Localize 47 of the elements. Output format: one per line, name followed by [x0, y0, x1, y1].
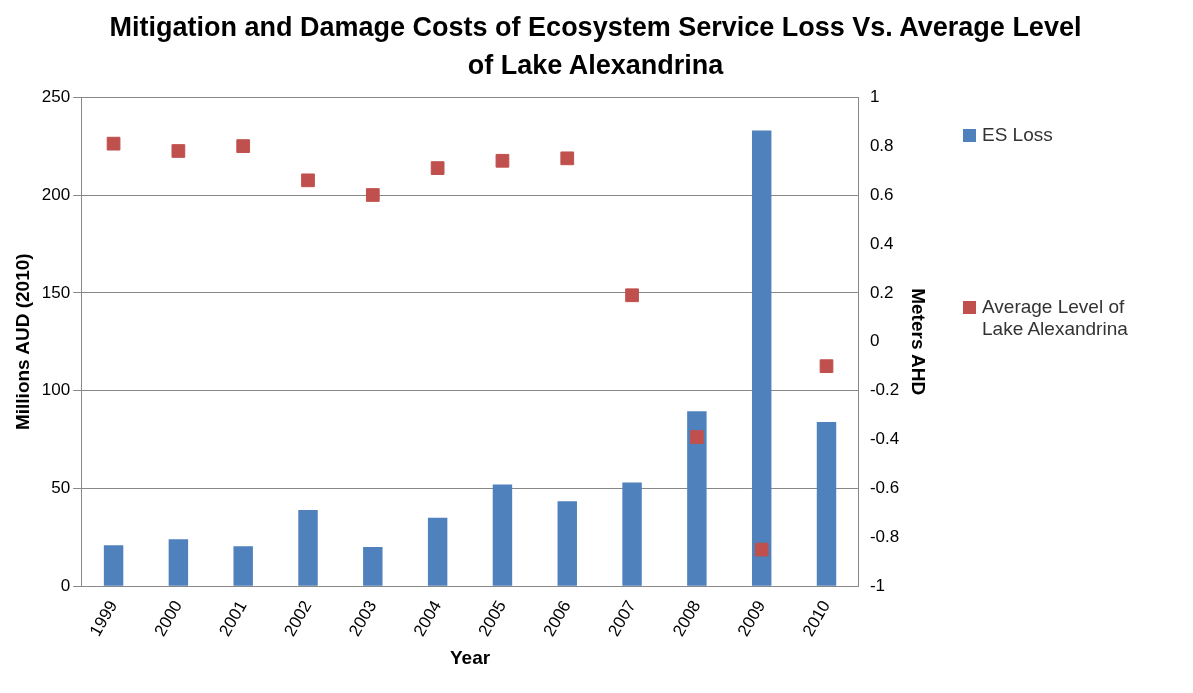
y2-tick-label: 0.4: [869, 233, 894, 253]
point: [560, 151, 575, 166]
point: [301, 173, 315, 188]
y2-tick-label: 0: [869, 331, 880, 351]
point: [106, 136, 121, 151]
point: [430, 161, 445, 175]
point: [625, 288, 639, 303]
point: [690, 430, 704, 444]
y2-tick-label: 0.6: [869, 184, 894, 204]
bar: [103, 545, 124, 586]
y2-tick-label: 0.8: [869, 135, 894, 155]
y-tick-label: 150: [41, 282, 71, 302]
bar: [492, 484, 513, 586]
bar: [233, 546, 253, 586]
point: [754, 542, 769, 557]
y2-tick-label: -1: [869, 575, 886, 595]
y2-tick-label: -0.8: [869, 527, 900, 547]
y-tick-label: 100: [41, 380, 71, 400]
y2-tick-label: -0.6: [869, 478, 900, 498]
bar: [427, 517, 448, 586]
y2-tick-label: 0.2: [869, 282, 894, 302]
bar: [168, 539, 189, 586]
point: [236, 139, 251, 153]
y-tick-label: 50: [51, 478, 71, 498]
y2-tick-label: 1: [869, 86, 880, 106]
y-tick-label: 250: [41, 86, 71, 106]
bar: [557, 501, 577, 586]
y2-tick-label: -0.4: [869, 429, 900, 449]
x-axis-title: Year: [449, 646, 491, 668]
legend-label: Average Level of Lake Alexandrina: [982, 296, 1129, 340]
bar: [751, 130, 772, 586]
chart-title: Mitigation and Damage Costs of Ecosystem Service Loss Vs. Average Level of Lake Alexandrina: [108, 11, 1083, 82]
y2-tick-label: -0.2: [869, 380, 900, 400]
bar: [363, 547, 383, 586]
legend-label: ES Loss: [982, 124, 1053, 146]
y-axis-title: Millions AUD (2010): [11, 253, 33, 431]
point: [495, 153, 510, 168]
point: [819, 359, 834, 374]
y-tick-label: 200: [41, 184, 71, 204]
bar: [687, 411, 707, 586]
point: [365, 188, 380, 202]
bar: [622, 482, 642, 586]
bar: [816, 421, 837, 586]
bar: [298, 509, 318, 586]
y-tick-label: 0: [60, 575, 71, 595]
point: [171, 144, 186, 158]
y2-axis-title: Meters AHD: [908, 288, 930, 396]
